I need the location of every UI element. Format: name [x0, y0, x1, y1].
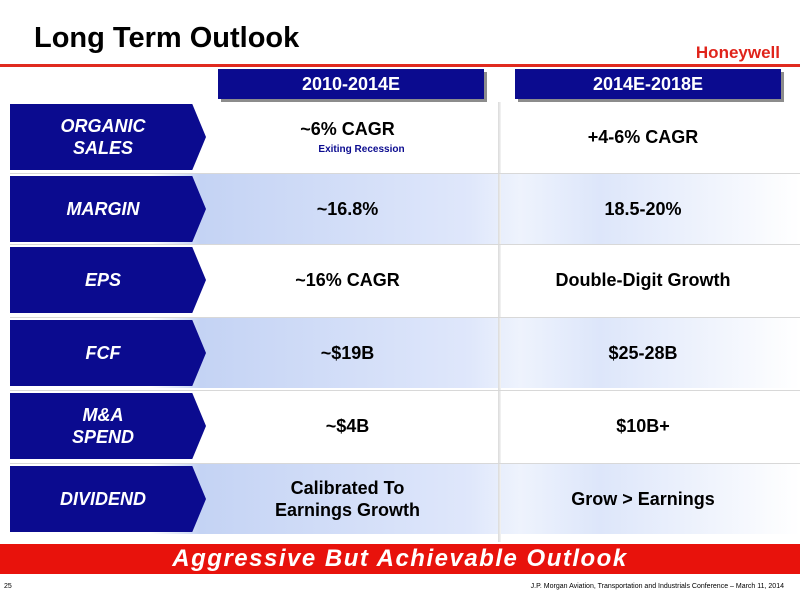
cell-ma-spend-2014-2018: $10B+ — [616, 416, 670, 436]
table-row-eps: EPS ~16% CAGR Double-Digit Growth — [0, 245, 800, 315]
row-divider — [10, 317, 800, 318]
column-header-2010-2014: 2010-2014E — [218, 69, 484, 99]
row-divider — [10, 463, 800, 464]
table-row-margin: MARGIN ~16.8% 18.5-20% — [0, 174, 800, 244]
title-underline — [0, 64, 800, 67]
cell-ma-spend-2010-2014: ~$4B — [325, 416, 370, 436]
column-header-2014-2018: 2014E-2018E — [515, 69, 781, 99]
row-label-eps: EPS — [10, 247, 206, 313]
page-title: Long Term Outlook — [34, 22, 300, 54]
outlook-banner: Aggressive But Achievable Outlook — [0, 544, 800, 574]
page-number: 25 — [4, 583, 12, 590]
cell-dividend-2014-2018: Grow > Earnings — [571, 489, 715, 509]
row-label-fcf: FCF — [10, 320, 206, 386]
cell-margin-2010-2014: ~16.8% — [316, 199, 379, 219]
table-row-dividend: DIVIDEND Calibrated To Earnings Growth G… — [0, 464, 800, 534]
footer-text: J.P. Morgan Aviation, Transportation and… — [530, 583, 784, 590]
row-label-dividend: DIVIDEND — [10, 466, 206, 532]
table-row-fcf: FCF ~$19B $25-28B — [0, 318, 800, 388]
note-exiting-recession: Exiting Recession — [318, 144, 405, 155]
cell-organic-sales-2014-2018: +4-6% CAGR — [587, 127, 699, 147]
cell-eps-2010-2014: ~16% CAGR — [295, 270, 400, 290]
row-divider — [10, 173, 800, 174]
cell-dividend-2010-2014: Calibrated To Earnings Growth — [274, 478, 420, 520]
table-row-organic-sales: ORGANIC SALES ~6% CAGR Exiting Recession… — [0, 102, 800, 172]
honeywell-logo: Honeywell — [695, 43, 780, 62]
cell-margin-2014-2018: 18.5-20% — [604, 199, 682, 219]
row-divider — [10, 390, 800, 391]
row-label-margin: MARGIN — [10, 176, 206, 242]
row-label-ma-spend: M&A SPEND — [10, 393, 206, 459]
row-divider — [10, 244, 800, 245]
cell-eps-2014-2018: Double-Digit Growth — [555, 270, 731, 290]
cell-fcf-2014-2018: $25-28B — [608, 343, 678, 363]
cell-organic-sales-2010-2014: ~6% CAGR Exiting Recession — [300, 119, 405, 155]
table-row-ma-spend: M&A SPEND ~$4B $10B+ — [0, 391, 800, 461]
cell-fcf-2010-2014: ~$19B — [320, 343, 375, 363]
column-divider — [498, 102, 501, 542]
row-label-organic-sales: ORGANIC SALES — [10, 104, 206, 170]
